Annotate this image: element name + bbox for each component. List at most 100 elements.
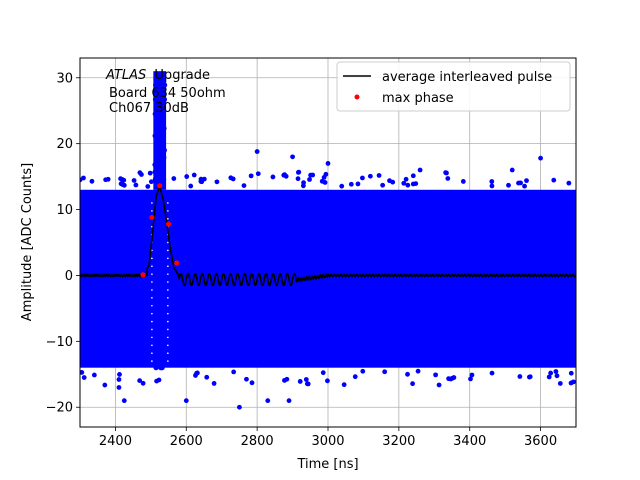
legend-point-swatch xyxy=(354,94,360,100)
sample-gap xyxy=(167,304,169,307)
sample-point xyxy=(155,205,161,211)
sample-point xyxy=(249,380,255,386)
x-tick-label: 3600 xyxy=(524,434,557,449)
sample-point xyxy=(517,374,523,379)
x-tick-label: 2600 xyxy=(170,434,203,449)
sample-point xyxy=(159,365,165,371)
sample-point xyxy=(231,369,237,375)
sample-point xyxy=(116,377,122,382)
sample-point xyxy=(191,172,197,178)
sample-point xyxy=(355,181,361,187)
sample-point xyxy=(137,378,143,383)
sample-point xyxy=(460,179,466,184)
sample-point xyxy=(157,292,164,298)
sample-point xyxy=(325,378,330,384)
sample-point xyxy=(248,173,254,179)
sample-point xyxy=(156,377,162,383)
sample-gap xyxy=(167,312,169,315)
sample-point xyxy=(295,176,301,182)
sample-point xyxy=(571,379,576,385)
sample-point xyxy=(160,328,166,335)
sample-point xyxy=(89,178,95,184)
sample-point xyxy=(140,380,146,386)
sample-gap xyxy=(167,249,169,252)
max-phase-point xyxy=(149,214,155,221)
sample-point xyxy=(102,382,108,388)
sample-point xyxy=(308,172,313,178)
sample-gap xyxy=(151,225,153,228)
y-tick-label: −20 xyxy=(46,401,73,416)
sample-point xyxy=(348,181,354,187)
sample-point xyxy=(184,174,190,179)
sample-point xyxy=(319,178,325,184)
sample-point xyxy=(321,174,327,180)
sample-point xyxy=(159,241,166,248)
sample-gap xyxy=(167,289,169,291)
sample-point xyxy=(469,372,475,378)
sample-gap xyxy=(151,360,153,362)
sample-point xyxy=(152,285,159,291)
sample-point xyxy=(116,385,122,390)
sample-point xyxy=(152,307,158,313)
legend-box xyxy=(336,61,571,112)
sample-point xyxy=(417,167,423,173)
sample-gap xyxy=(167,360,169,362)
sample-point xyxy=(121,398,127,404)
sample-gap xyxy=(167,344,169,347)
max-phase-point xyxy=(140,272,146,278)
sample-point xyxy=(131,178,137,183)
sample-point xyxy=(152,234,158,240)
sample-point xyxy=(160,285,166,291)
sample-point xyxy=(161,278,167,284)
sample-point xyxy=(524,178,529,184)
sample-point xyxy=(468,376,473,382)
max-phase-point xyxy=(157,183,163,189)
sample-point xyxy=(159,299,165,306)
sample-point xyxy=(156,270,162,277)
sample-point xyxy=(188,183,194,189)
sample-point xyxy=(489,183,495,189)
sample-point xyxy=(506,182,511,188)
sample-point xyxy=(551,177,557,183)
sample-point xyxy=(152,241,158,248)
sample-gap xyxy=(167,328,169,331)
atlas-label: ATLAS xyxy=(105,68,146,83)
sample-point xyxy=(518,180,523,186)
sample-point xyxy=(80,177,83,183)
sample-point xyxy=(415,368,421,374)
sample-point xyxy=(121,182,127,188)
sample-point xyxy=(161,256,167,262)
y-tick-label: −10 xyxy=(46,335,73,350)
sample-gap xyxy=(167,202,169,204)
sample-point xyxy=(489,370,495,376)
legend: average interleaved pulse max phase xyxy=(336,61,571,112)
sample-point xyxy=(105,176,111,182)
sample-gap xyxy=(151,257,153,260)
sample-point xyxy=(139,172,144,177)
sample-point xyxy=(446,376,452,382)
max-phase-point xyxy=(165,221,172,227)
sample-point xyxy=(80,370,85,375)
sample-point xyxy=(546,374,552,380)
legend-label-max-phase: max phase xyxy=(382,91,454,106)
sample-gap xyxy=(151,328,153,331)
sample-point xyxy=(161,292,168,298)
sample-point xyxy=(403,176,409,182)
sample-point xyxy=(204,374,210,380)
sample-point xyxy=(241,183,247,189)
sample-point xyxy=(270,174,276,180)
sample-gap xyxy=(151,312,153,315)
sample-gap xyxy=(151,344,153,347)
sample-point xyxy=(161,227,168,233)
sample-point xyxy=(171,176,177,181)
sample-point xyxy=(161,234,167,240)
sample-point xyxy=(380,182,386,188)
sample-gap xyxy=(167,320,169,323)
sample-gap xyxy=(151,210,153,212)
sample-point xyxy=(284,376,290,382)
sample-point xyxy=(148,179,154,185)
sample-gap xyxy=(151,265,153,268)
sample-gap xyxy=(167,217,169,220)
sample-point xyxy=(445,176,451,181)
